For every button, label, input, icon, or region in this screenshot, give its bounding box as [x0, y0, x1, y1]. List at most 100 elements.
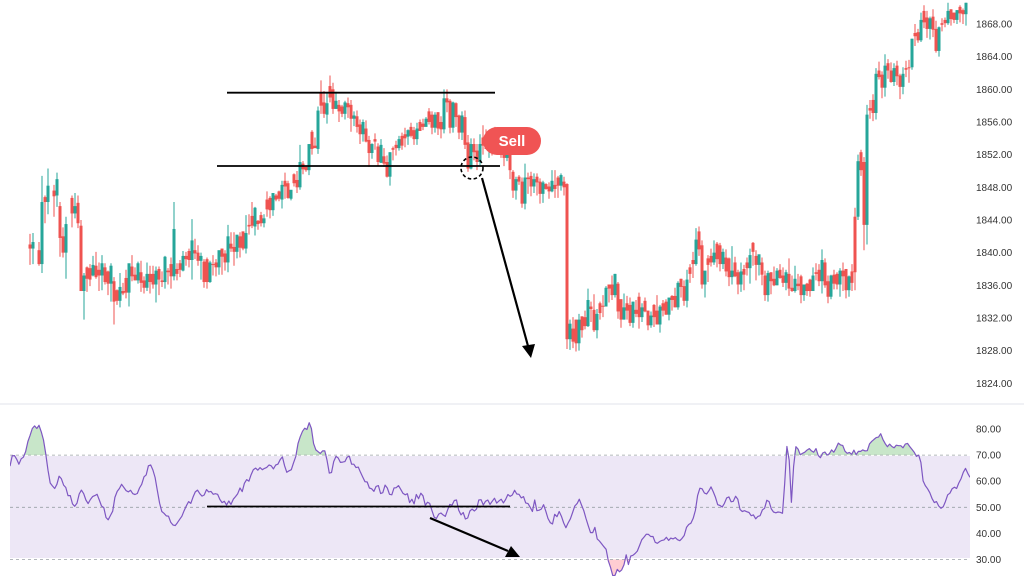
- bearish-candle: [412, 126, 416, 145]
- candle-body: [31, 242, 35, 249]
- bullish-candle: [424, 117, 428, 127]
- bearish-candle: [817, 264, 821, 287]
- price-tick-label: 1848.00: [976, 183, 1013, 194]
- bearish-candle: [457, 114, 461, 140]
- price-down-arrow-line: [480, 177, 530, 347]
- bullish-candle: [235, 234, 239, 259]
- candle-body: [856, 161, 860, 217]
- candle-body: [286, 183, 290, 198]
- candle-body: [736, 272, 740, 285]
- rsi-tick-label: 70.00: [976, 451, 1001, 462]
- bearish-candle: [382, 148, 386, 167]
- candle-body: [943, 19, 947, 24]
- candle-body: [583, 317, 587, 327]
- candle-body: [313, 145, 317, 149]
- bearish-candle: [835, 272, 839, 290]
- bearish-candle: [349, 99, 353, 132]
- candle-body: [280, 184, 284, 200]
- candle-body: [652, 304, 656, 318]
- candle-body: [277, 191, 281, 199]
- sell-label: Sell: [499, 133, 526, 150]
- candle-body: [415, 128, 419, 140]
- bullish-candle: [190, 219, 194, 280]
- bearish-candle: [826, 275, 830, 304]
- candle-body: [172, 228, 176, 277]
- price-tick-label: 1860.00: [976, 85, 1013, 96]
- sell-badge-background: [483, 127, 541, 155]
- candle-body: [946, 10, 950, 24]
- candle-body: [169, 264, 173, 277]
- candle-body: [289, 189, 293, 199]
- candle-body: [76, 202, 80, 224]
- candle-body: [589, 306, 593, 309]
- bearish-candle: [700, 240, 704, 289]
- candle-body: [340, 106, 344, 114]
- candle-body: [298, 162, 302, 188]
- bearish-candle: [922, 5, 926, 29]
- candle-body: [748, 255, 752, 269]
- bearish-candle: [139, 260, 143, 292]
- bearish-candle: [859, 149, 863, 176]
- bearish-candle: [544, 183, 548, 190]
- bearish-candle: [619, 299, 623, 328]
- bearish-candle: [625, 295, 629, 320]
- bearish-candle: [823, 258, 827, 288]
- bearish-candle: [934, 20, 938, 53]
- candle-body: [427, 111, 431, 122]
- bullish-candle: [631, 301, 635, 328]
- bullish-candle: [856, 154, 860, 220]
- candle-body: [682, 286, 686, 301]
- candle-body: [877, 70, 881, 78]
- candle-body: [124, 277, 128, 293]
- candle-body: [904, 68, 908, 70]
- candle-body: [751, 242, 755, 252]
- bullish-candle: [667, 297, 671, 321]
- candle-body: [631, 301, 635, 323]
- bearish-candle: [529, 171, 533, 197]
- bullish-candle: [550, 170, 554, 193]
- bearish-candle: [337, 99, 341, 122]
- bullish-candle: [433, 112, 437, 133]
- candle-body: [544, 184, 548, 189]
- bearish-candle: [871, 94, 875, 122]
- candle-body: [436, 112, 440, 129]
- price-tick-label: 1824.00: [976, 379, 1013, 390]
- candle-body: [310, 131, 314, 149]
- candle-body: [97, 269, 101, 276]
- candle-body: [514, 179, 518, 191]
- candle-body: [685, 279, 689, 301]
- bearish-candle: [862, 157, 866, 251]
- candle-body: [160, 280, 164, 283]
- bearish-candle: [877, 61, 881, 80]
- candle-body: [112, 281, 116, 302]
- bearish-candle: [373, 133, 377, 150]
- bearish-candle: [58, 202, 62, 257]
- candle-body: [373, 139, 377, 142]
- bearish-candle: [583, 310, 587, 330]
- bullish-candle: [919, 12, 923, 42]
- candle-body: [766, 273, 770, 296]
- candle-body: [439, 121, 443, 130]
- bearish-candle: [454, 102, 458, 127]
- candle-body: [760, 262, 764, 275]
- bearish-candle: [760, 257, 764, 286]
- candle-body: [334, 100, 338, 109]
- bullish-candle: [388, 152, 392, 186]
- bearish-candle: [166, 268, 170, 285]
- bearish-candle: [931, 9, 935, 38]
- candle-body: [295, 179, 299, 188]
- bullish-candle: [253, 206, 257, 236]
- bearish-candle: [175, 263, 179, 281]
- bearish-candle: [853, 207, 857, 291]
- candle-body: [193, 250, 197, 254]
- candle-body: [895, 65, 899, 77]
- candle-body: [799, 276, 803, 296]
- price-axis: 1868.00 1864.00 1860.00 1856.00 1852.00 1848.…: [976, 20, 1013, 390]
- bearish-candle: [538, 178, 542, 204]
- candle-body: [445, 98, 449, 103]
- bearish-candle: [670, 295, 674, 311]
- candle-body: [634, 309, 638, 314]
- candle-body: [136, 263, 140, 281]
- bearish-candle: [556, 175, 560, 198]
- candle-body: [628, 304, 632, 323]
